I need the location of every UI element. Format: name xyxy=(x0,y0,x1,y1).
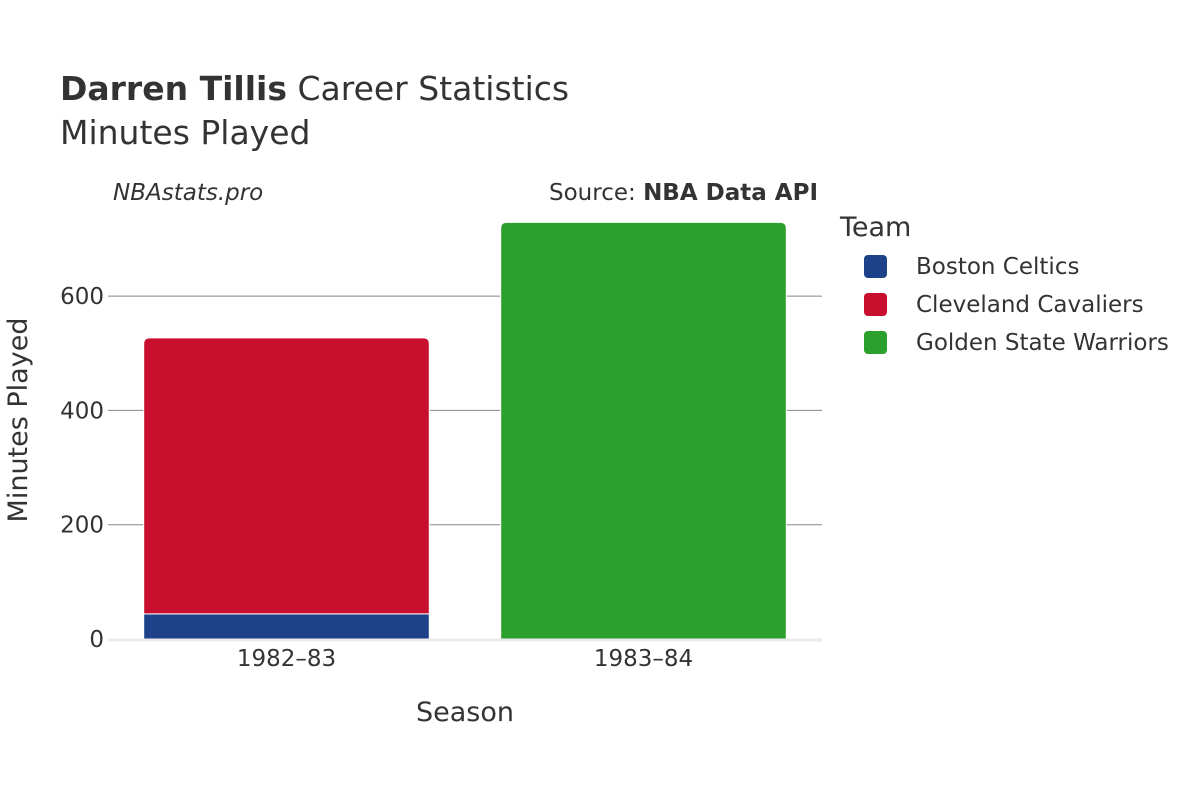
chart-subtitle: Minutes Played xyxy=(60,113,310,152)
title-player: Darren Tillis xyxy=(60,69,287,108)
x-axis-title: Season xyxy=(416,697,514,728)
x-tick-label: 1983–84 xyxy=(594,646,693,672)
source-name: NBA Data API xyxy=(643,180,818,206)
y-tick-labels: 0 200 400 600 xyxy=(60,284,104,653)
source-line: Source: NBA Data API xyxy=(549,180,818,206)
legend-swatch xyxy=(864,293,887,316)
x-tick-labels: 1982–83 1983–84 xyxy=(237,646,693,672)
y-tick-label: 600 xyxy=(60,284,104,310)
bar-golden-state-warriors-1 xyxy=(500,221,787,640)
x-tick-label: 1982–83 xyxy=(237,646,336,672)
bars xyxy=(143,221,787,640)
y-tick-label: 200 xyxy=(60,513,104,539)
bar-cleveland-cavaliers-0 xyxy=(143,337,430,615)
legend-label: Cleveland Cavaliers xyxy=(916,292,1144,318)
legend-title: Team xyxy=(839,212,911,243)
legend-swatch xyxy=(864,331,887,354)
y-tick-label: 400 xyxy=(60,398,104,424)
legend-label: Boston Celtics xyxy=(916,254,1079,280)
title-rest: Career Statistics xyxy=(287,69,569,108)
y-tick-label: 0 xyxy=(89,627,104,653)
legend-swatch xyxy=(864,255,887,278)
source-prefix: Source: xyxy=(549,180,643,206)
bar-boston-celtics-0 xyxy=(143,613,430,640)
legend: Boston Celtics Cleveland Cavaliers Golden … xyxy=(864,254,1169,356)
y-axis-title: Minutes Played xyxy=(3,318,34,523)
watermark: NBAstats.pro xyxy=(113,180,263,206)
chart-title: Darren Tillis Career Statistics xyxy=(60,69,569,108)
legend-label: Golden State Warriors xyxy=(916,330,1169,356)
